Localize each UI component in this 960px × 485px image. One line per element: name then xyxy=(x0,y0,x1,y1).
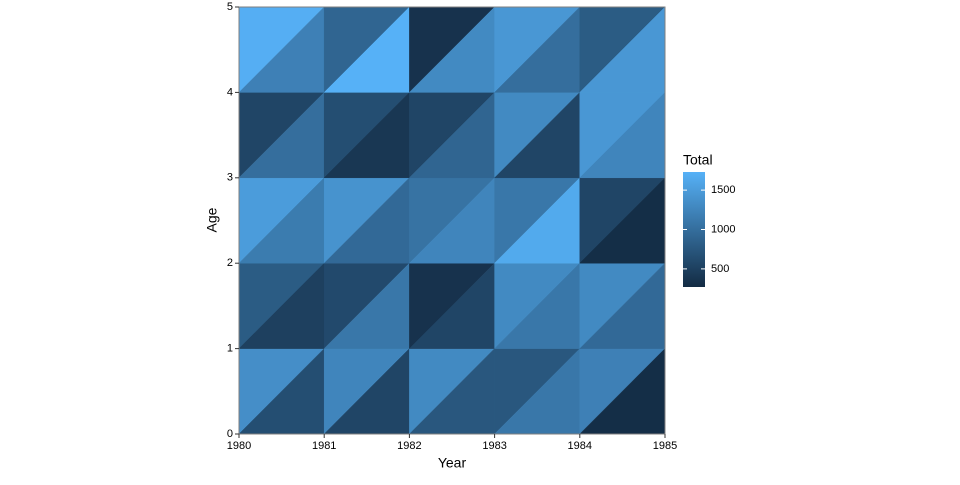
x-tick-label: 1985 xyxy=(653,440,677,452)
x-tick-label: 1980 xyxy=(227,440,251,452)
x-tick-label: 1983 xyxy=(482,440,506,452)
panel-border xyxy=(238,6,666,435)
y-tick-label: 0 xyxy=(227,428,233,440)
colorbar-label: 1500 xyxy=(711,184,735,196)
x-tick-label: 1984 xyxy=(568,440,592,452)
y-axis-title: Age xyxy=(204,207,220,232)
colorbar xyxy=(683,172,705,287)
legend-title: Total xyxy=(683,152,713,168)
y-tick-label: 4 xyxy=(227,86,233,98)
colorbar-label: 1000 xyxy=(711,223,735,235)
y-tick-label: 3 xyxy=(227,172,233,184)
y-tick-label: 5 xyxy=(227,1,233,13)
x-tick-label: 1981 xyxy=(312,440,336,452)
x-tick-label: 1982 xyxy=(397,440,421,452)
x-axis-title: Year xyxy=(438,455,467,471)
y-tick-label: 1 xyxy=(227,343,233,355)
y-tick-label: 2 xyxy=(227,257,233,269)
colorbar-label: 500 xyxy=(711,263,729,275)
